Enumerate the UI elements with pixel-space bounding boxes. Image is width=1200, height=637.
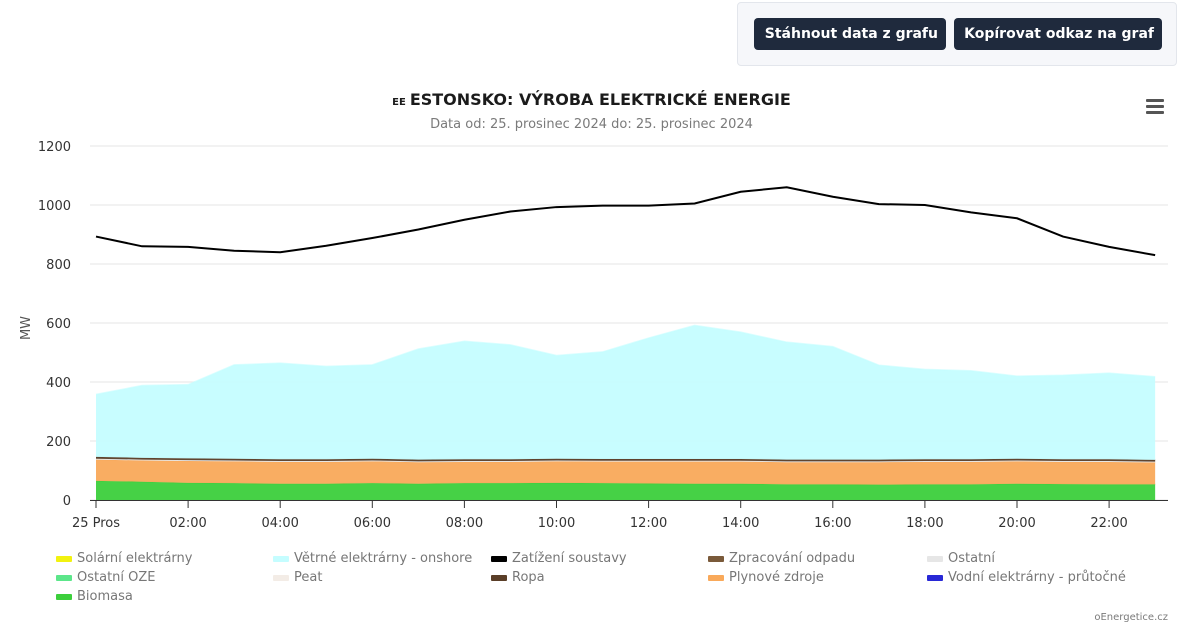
legend-swatch-icon	[708, 574, 724, 581]
legend-label: Ostatní	[948, 551, 996, 566]
x-tick-label: 20:00	[998, 516, 1035, 531]
legend-item[interactable]: Ostatní OZE	[56, 570, 156, 585]
x-tick-label: 22:00	[1090, 516, 1127, 531]
copy-link-button[interactable]: Kopírovat odkaz na graf	[954, 18, 1162, 50]
y-tick-label: 0	[63, 494, 71, 509]
legend-label: Plynové zdroje	[729, 570, 824, 585]
x-tick-label: 04:00	[261, 516, 298, 531]
x-tick-label: 16:00	[814, 516, 851, 531]
chart-title-text: ESTONSKO: VÝROBA ELEKTRICKÉ ENERGIE	[409, 90, 791, 109]
legend-item[interactable]: Ropa	[491, 570, 545, 585]
legend-label: Solární elektrárny	[77, 551, 193, 566]
y-tick-label: 400	[46, 376, 71, 391]
legend-swatch-icon	[56, 593, 72, 600]
credit-text: oEnergetice.cz	[1094, 612, 1168, 623]
download-data-button[interactable]: Stáhnout data z grafu	[754, 18, 946, 50]
y-tick-label: 1000	[38, 199, 71, 214]
x-tick-label: 08:00	[446, 516, 483, 531]
legend-swatch-icon	[273, 555, 289, 562]
area-series-biomasa	[96, 480, 1156, 500]
legend-item[interactable]: Ostatní	[927, 551, 995, 566]
x-tick-label: 06:00	[354, 516, 391, 531]
legend-label: Zpracování odpadu	[729, 551, 856, 566]
legend-item[interactable]: Solární elektrárny	[56, 551, 192, 566]
legend-label: Vodní elektrárny - průtočné	[948, 570, 1126, 585]
x-tick-label: 10:00	[538, 516, 575, 531]
legend-label: Biomasa	[77, 589, 133, 604]
legend-label: Zatížení soustavy	[512, 551, 627, 566]
legend-swatch-icon	[273, 574, 289, 581]
legend-label: Větrné elektrárny - onshore	[294, 551, 473, 566]
legend-swatch-icon	[56, 555, 72, 562]
legend-item[interactable]: Peat	[273, 570, 322, 585]
legend-label: Peat	[294, 570, 323, 585]
legend-label: Ropa	[512, 570, 545, 585]
x-tick-label: 02:00	[169, 516, 206, 531]
area-series-plynov-zdroje	[96, 459, 1156, 485]
legend-swatch-icon	[56, 574, 72, 581]
x-tick-label: 14:00	[722, 516, 759, 531]
legend-item[interactable]: Vodní elektrárny - průtočné	[927, 570, 1126, 585]
area-series-v-trn-elektr-rny-onshore	[96, 325, 1156, 460]
legend-item[interactable]: Zpracování odpadu	[708, 551, 855, 566]
x-tick-label: 25 Pros	[72, 516, 120, 531]
legend-swatch-icon	[491, 574, 507, 581]
legend-item[interactable]: Biomasa	[56, 589, 133, 604]
hamburger-menu-icon[interactable]	[1146, 99, 1164, 114]
y-tick-label: 200	[46, 435, 71, 450]
chart-title: EE ESTONSKO: VÝROBA ELEKTRICKÉ ENERGIE	[0, 90, 1183, 109]
legend-swatch-icon	[927, 574, 943, 581]
chart-plot: 0 200 400 600 800 1000 1200 MW 25 Pros 02:00 04:00…	[19, 140, 1168, 531]
area-edge	[95, 324, 1156, 396]
y-tick-label: 1200	[38, 140, 71, 155]
legend-item[interactable]: Plynové zdroje	[708, 570, 824, 585]
legend-item[interactable]: Větrné elektrárny - onshore	[273, 551, 472, 566]
chart-legend: Solární elektrárny Větrné elektrárny - on…	[56, 551, 1176, 613]
legend-swatch-icon	[927, 555, 943, 562]
x-tick-label: 18:00	[906, 516, 943, 531]
chart-subtitle: Data od: 25. prosinec 2024 do: 25. prosi…	[430, 117, 753, 132]
y-tick-label: 600	[46, 317, 71, 332]
y-axis-label: MW	[19, 316, 34, 340]
legend-swatch-icon	[491, 555, 507, 562]
legend-swatch-icon	[708, 555, 724, 562]
legend-item[interactable]: Zatížení soustavy	[491, 551, 627, 566]
y-tick-label: 800	[46, 258, 71, 273]
line-series-zat-en-soustavy	[95, 186, 1156, 257]
legend-label: Ostatní OZE	[77, 570, 156, 585]
x-tick-label: 12:00	[630, 516, 667, 531]
chart-toolbar: Stáhnout data z grafu Kopírovat odkaz na…	[737, 2, 1177, 66]
country-flag-label: EE	[392, 97, 406, 108]
